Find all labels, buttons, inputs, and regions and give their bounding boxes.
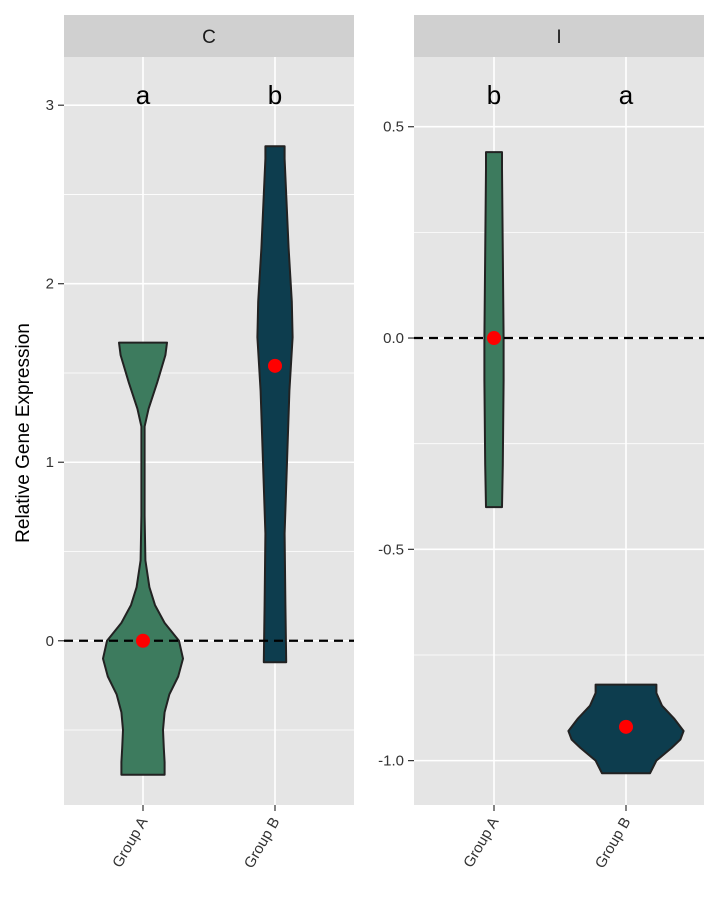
- mean-point: [268, 358, 282, 373]
- y-tick-label: 0.5: [383, 119, 404, 136]
- mean-point: [136, 633, 150, 648]
- mean-point: [619, 719, 633, 734]
- violin-group-a: [102, 341, 184, 776]
- panel-background: [64, 57, 354, 805]
- significance-letter: a: [619, 80, 634, 110]
- y-tick-label: -0.5: [378, 541, 404, 558]
- y-tick-label: 0: [46, 633, 54, 650]
- panel-background: [414, 57, 704, 805]
- panel-c: 0 1 2 3 Ca Group A b Group B: [46, 15, 354, 871]
- facet-panels: 0 1 2 3 Ca Group A b Group B 0.5 0.0 -0.5 -1.0 Ib Gro…: [46, 15, 704, 871]
- y-tick-label: 0.0: [383, 330, 404, 347]
- y-tick-label: 2: [46, 276, 54, 293]
- significance-letter: b: [487, 80, 501, 110]
- significance-letter: a: [136, 80, 151, 110]
- panel-i: 0.5 0.0 -0.5 -1.0 Ib Group A a Group B: [378, 15, 704, 871]
- facet-strip: [64, 15, 354, 57]
- violin-group-b: [256, 145, 294, 664]
- y-axis-title: Relative Gene Expression: [13, 323, 34, 543]
- x-tick-label: Group B: [592, 815, 635, 872]
- x-tick-label: Group A: [460, 815, 502, 871]
- x-tick-label: Group B: [241, 815, 284, 872]
- facet-strip: [414, 15, 704, 57]
- y-tick-label: -1.0: [378, 753, 404, 770]
- y-tick-label: 1: [46, 454, 54, 471]
- mean-point: [487, 331, 501, 346]
- significance-letter: b: [268, 80, 282, 110]
- violin-group-a: [483, 151, 505, 509]
- x-tick-label: Group A: [109, 815, 151, 871]
- facet-title: I: [556, 27, 561, 48]
- facet-title: C: [202, 27, 216, 48]
- y-tick-label: 3: [46, 97, 54, 114]
